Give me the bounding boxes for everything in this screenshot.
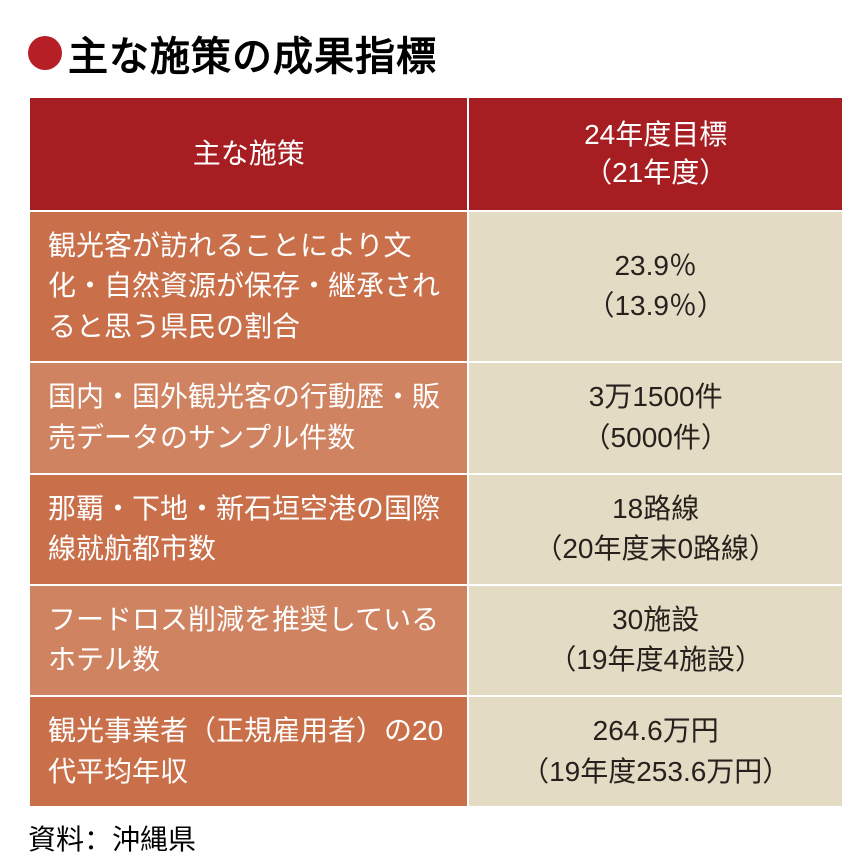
target-cell: 30施設（19年度4施設）	[469, 586, 842, 695]
title-row: 主な施策の成果指標	[28, 24, 844, 82]
col-header-target: 24年度目標（21年度）	[469, 98, 842, 210]
target-cell: 264.6万円（19年度253.6万円）	[469, 697, 842, 806]
page-title: 主な施策の成果指標	[68, 24, 437, 82]
target-cell: 18路線（20年度末0路線）	[469, 475, 842, 584]
table-row: 観光客が訪れることにより文化・自然資源が保存・継承されると思う県民の割合23.9…	[30, 212, 842, 362]
table-body: 観光客が訪れることにより文化・自然資源が保存・継承されると思う県民の割合23.9…	[30, 212, 842, 807]
table-row: 那覇・下地・新石垣空港の国際線就航都市数18路線（20年度末0路線）	[30, 475, 842, 584]
table-row: 国内・国外観光客の行動歴・販売データのサンプル件数3万1500件（5000件）	[30, 363, 842, 472]
policy-table: 主な施策 24年度目標（21年度） 観光客が訪れることにより文化・自然資源が保存…	[28, 96, 844, 808]
table-row: フードロス削減を推奨しているホテル数30施設（19年度4施設）	[30, 586, 842, 695]
policy-cell: 観光客が訪れることにより文化・自然資源が保存・継承されると思う県民の割合	[30, 212, 467, 362]
title-bullet-icon	[28, 36, 62, 70]
table-header: 主な施策 24年度目標（21年度）	[30, 98, 842, 210]
source-note: 資料：沖縄県	[28, 818, 844, 858]
policy-cell: 観光事業者（正規雇用者）の20代平均年収	[30, 697, 467, 806]
target-cell: 23.9％（13.9％）	[469, 212, 842, 362]
target-cell: 3万1500件（5000件）	[469, 363, 842, 472]
policy-cell: 国内・国外観光客の行動歴・販売データのサンプル件数	[30, 363, 467, 472]
policy-cell: フードロス削減を推奨しているホテル数	[30, 586, 467, 695]
policy-cell: 那覇・下地・新石垣空港の国際線就航都市数	[30, 475, 467, 584]
table-row: 観光事業者（正規雇用者）の20代平均年収264.6万円（19年度253.6万円）	[30, 697, 842, 806]
col-header-policy: 主な施策	[30, 98, 467, 210]
